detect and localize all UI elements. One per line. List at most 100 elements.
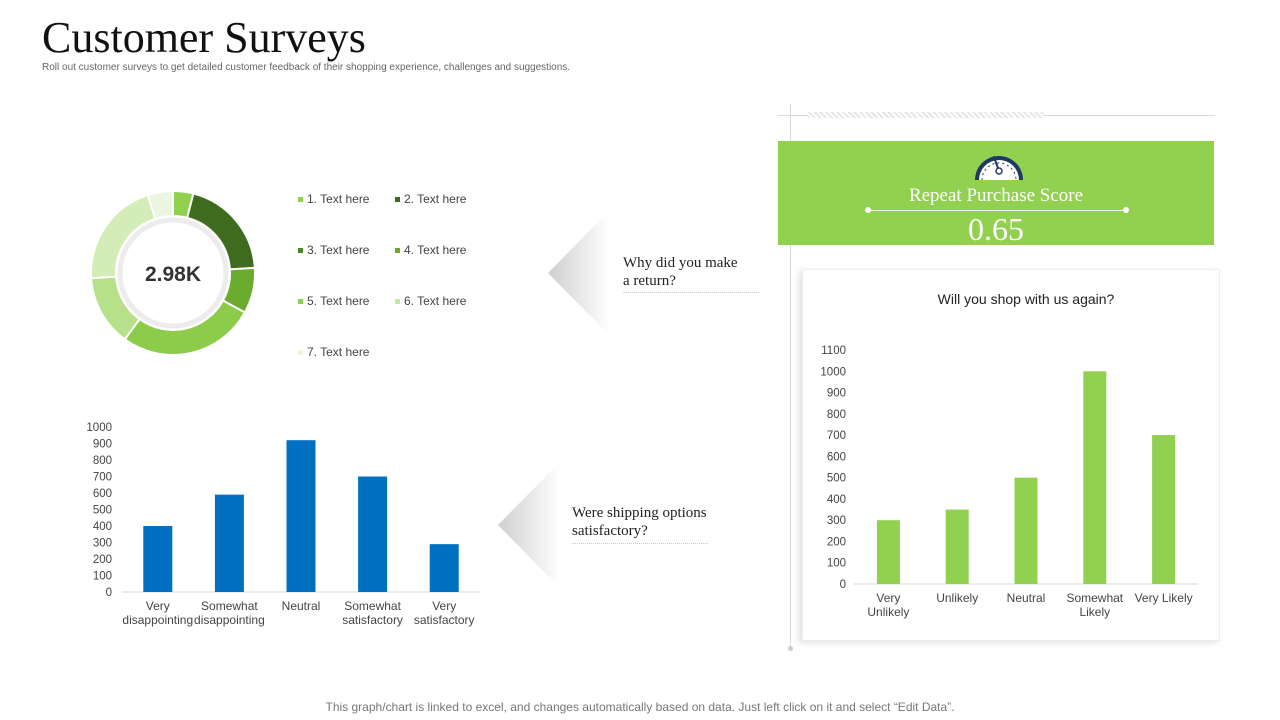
x-tick-label: Unlikely bbox=[867, 605, 909, 619]
bar-3[interactable] bbox=[286, 440, 316, 592]
divider-dot bbox=[788, 646, 793, 651]
bar-3[interactable] bbox=[1014, 477, 1038, 584]
legend-swatch bbox=[298, 196, 303, 202]
bar-1[interactable] bbox=[143, 526, 173, 592]
y-tick-label: 0 bbox=[106, 587, 112, 599]
donut-center-label: 2.98K bbox=[145, 263, 201, 286]
x-tick-label: Very bbox=[876, 591, 900, 605]
hatched-strip bbox=[808, 112, 1044, 118]
shop-again-bar-chart[interactable]: Will you shop with us again? 0 100 200 300 40… bbox=[806, 282, 1216, 632]
y-tick-label: 300 bbox=[93, 538, 112, 550]
callout-arrow-shipping bbox=[498, 462, 560, 588]
y-tick-label: 1100 bbox=[821, 345, 846, 357]
donut-inner-ring bbox=[117, 217, 229, 329]
y-tick-label: 500 bbox=[827, 473, 846, 485]
y-tick-label: 500 bbox=[93, 505, 112, 517]
legend-item-5[interactable]: 5. Text here bbox=[298, 294, 369, 308]
x-tick-label: satisfactory bbox=[342, 613, 403, 627]
x-tick-label: Likely bbox=[1079, 605, 1110, 619]
x-tick-label: disappointing bbox=[194, 613, 265, 627]
legend-item-2[interactable]: 2. Text here bbox=[395, 192, 466, 206]
legend-label: 7. Text here bbox=[307, 345, 370, 359]
score-value: 0.65 bbox=[968, 211, 1024, 247]
y-tick-label: 400 bbox=[93, 521, 112, 533]
legend-item-4[interactable]: 4. Text here bbox=[395, 243, 466, 257]
y-tick-label: 200 bbox=[827, 536, 846, 548]
legend-label: 2. Text here bbox=[404, 192, 467, 206]
bar-2[interactable] bbox=[214, 494, 244, 592]
callout-return-line-1: Why did you make bbox=[623, 255, 738, 271]
score-divider-dot-right bbox=[1123, 207, 1129, 213]
legend-item-3[interactable]: 3. Text here bbox=[298, 243, 369, 257]
callout-arrow-return bbox=[548, 210, 610, 336]
y-tick-label: 900 bbox=[827, 388, 846, 400]
page-subtitle: Roll out customer surveys to get detaile… bbox=[42, 62, 571, 73]
y-tick-label: 0 bbox=[840, 579, 846, 591]
y-tick-label: 1000 bbox=[86, 422, 112, 434]
y-tick-label: 400 bbox=[827, 494, 846, 506]
x-tick-label: Neutral bbox=[1007, 591, 1046, 605]
y-tick-label: 300 bbox=[827, 515, 846, 527]
donut-chart[interactable]: 2.98K bbox=[80, 180, 266, 366]
donut-center bbox=[123, 223, 223, 323]
legend-swatch bbox=[395, 247, 400, 253]
y-tick-label: 700 bbox=[827, 430, 846, 442]
legend-label: 3. Text here bbox=[307, 243, 370, 257]
callout-shipping-question: Were shipping options satisfactory? bbox=[572, 504, 707, 540]
legend-label: 5. Text here bbox=[307, 294, 370, 308]
y-tick-label: 800 bbox=[827, 409, 846, 421]
callout-shipping-line-2: satisfactory? bbox=[572, 523, 648, 539]
callout-return-underline bbox=[623, 292, 759, 294]
donut-slice-7[interactable] bbox=[146, 189, 174, 221]
score-label: Repeat Purchase Score bbox=[908, 185, 1084, 206]
x-tick-label: Somewhat bbox=[201, 599, 258, 613]
bar-4[interactable] bbox=[358, 476, 388, 593]
callout-return-question: Why did you make a return? bbox=[623, 254, 738, 290]
legend-item-6[interactable]: 6. Text here bbox=[395, 294, 466, 308]
speedometer-icon bbox=[975, 156, 1023, 181]
footer-note: This graph/chart is linked to excel, and… bbox=[325, 700, 955, 714]
x-tick-label: Somewhat bbox=[1066, 591, 1123, 605]
legend-item-1[interactable]: 1. Text here bbox=[298, 192, 369, 206]
x-tick-label: Very bbox=[432, 599, 456, 613]
bar-2[interactable] bbox=[945, 509, 969, 584]
y-tick-label: 600 bbox=[93, 488, 112, 500]
legend-swatch bbox=[395, 196, 400, 202]
x-tick-label: Very Likely bbox=[1135, 591, 1193, 605]
x-tick-label: Very bbox=[146, 599, 170, 613]
legend-label: 6. Text here bbox=[404, 294, 467, 308]
divider-vertical bbox=[790, 104, 791, 648]
x-tick-label: Somewhat bbox=[344, 599, 401, 613]
callout-return-line-2: a return? bbox=[623, 273, 676, 289]
satisfaction-bar-chart[interactable]: 01002003004005006007008009001000Verydisa… bbox=[70, 415, 490, 635]
score-divider-dot-left bbox=[865, 207, 871, 213]
callout-shipping-underline bbox=[572, 543, 708, 545]
page-title: Customer Surveys bbox=[42, 13, 366, 62]
callout-shipping-line-1: Were shipping options bbox=[572, 505, 707, 521]
y-tick-label: 600 bbox=[827, 451, 846, 463]
x-tick-label: satisfactory bbox=[414, 613, 475, 627]
legend-label: 4. Text here bbox=[404, 243, 467, 257]
legend-item-7[interactable]: 7. Text here bbox=[298, 345, 369, 359]
bar-5[interactable] bbox=[429, 544, 459, 592]
bar-1[interactable] bbox=[876, 520, 900, 584]
score-divider bbox=[868, 210, 1126, 211]
bar-4[interactable] bbox=[1083, 371, 1107, 584]
legend-swatch bbox=[298, 247, 303, 253]
shop-again-card bbox=[802, 269, 1220, 641]
y-tick-label: 100 bbox=[827, 558, 846, 570]
legend-swatch bbox=[395, 298, 400, 304]
y-tick-label: 1000 bbox=[820, 366, 846, 378]
legend-swatch bbox=[298, 298, 303, 304]
legend-label: 1. Text here bbox=[307, 192, 370, 206]
chart-title: Will you shop with us again? bbox=[938, 291, 1115, 307]
y-tick-label: 800 bbox=[93, 455, 112, 467]
legend-swatch bbox=[298, 349, 303, 355]
y-tick-label: 100 bbox=[93, 571, 112, 583]
x-tick-label: Unlikely bbox=[936, 591, 978, 605]
repeat-purchase-score-card: Repeat Purchase Score 0.65 bbox=[778, 141, 1214, 247]
y-tick-label: 900 bbox=[93, 439, 112, 451]
x-tick-label: Neutral bbox=[282, 599, 321, 613]
bar-5[interactable] bbox=[1152, 435, 1176, 584]
y-tick-label: 200 bbox=[93, 554, 112, 566]
